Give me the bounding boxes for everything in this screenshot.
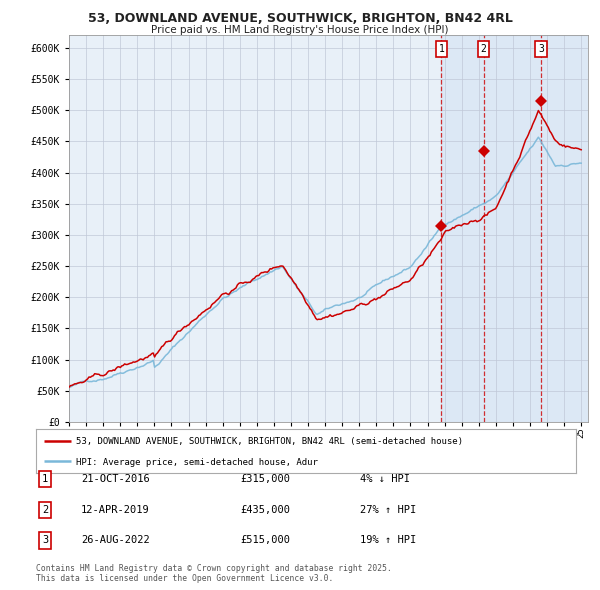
Text: Contains HM Land Registry data © Crown copyright and database right 2025.
This d: Contains HM Land Registry data © Crown c… bbox=[36, 563, 392, 583]
Text: £435,000: £435,000 bbox=[240, 505, 290, 514]
Text: 1: 1 bbox=[42, 474, 48, 484]
Text: 53, DOWNLAND AVENUE, SOUTHWICK, BRIGHTON, BN42 4RL (semi-detached house): 53, DOWNLAND AVENUE, SOUTHWICK, BRIGHTON… bbox=[77, 437, 464, 446]
Text: £515,000: £515,000 bbox=[240, 536, 290, 545]
Text: 26-AUG-2022: 26-AUG-2022 bbox=[81, 536, 150, 545]
Text: HPI: Average price, semi-detached house, Adur: HPI: Average price, semi-detached house,… bbox=[77, 458, 319, 467]
Bar bbox=[442, 35, 590, 422]
Text: 4% ↓ HPI: 4% ↓ HPI bbox=[360, 474, 410, 484]
Text: £315,000: £315,000 bbox=[240, 474, 290, 484]
Text: 19% ↑ HPI: 19% ↑ HPI bbox=[360, 536, 416, 545]
Text: Price paid vs. HM Land Registry's House Price Index (HPI): Price paid vs. HM Land Registry's House … bbox=[151, 25, 449, 35]
Text: 53, DOWNLAND AVENUE, SOUTHWICK, BRIGHTON, BN42 4RL: 53, DOWNLAND AVENUE, SOUTHWICK, BRIGHTON… bbox=[88, 12, 512, 25]
Text: 12-APR-2019: 12-APR-2019 bbox=[81, 505, 150, 514]
Text: 1: 1 bbox=[439, 44, 444, 54]
Text: 3: 3 bbox=[538, 44, 544, 54]
Text: 3: 3 bbox=[42, 536, 48, 545]
Text: 21-OCT-2016: 21-OCT-2016 bbox=[81, 474, 150, 484]
Text: 2: 2 bbox=[481, 44, 487, 54]
Text: 27% ↑ HPI: 27% ↑ HPI bbox=[360, 505, 416, 514]
Text: 2: 2 bbox=[42, 505, 48, 514]
